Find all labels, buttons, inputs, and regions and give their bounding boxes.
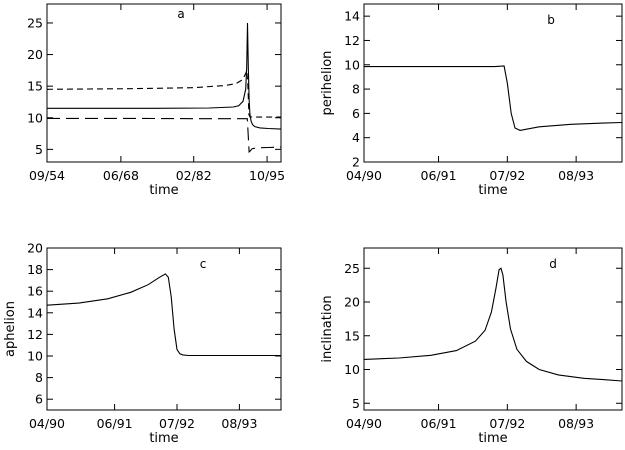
x-tick-label: 08/93 bbox=[221, 416, 257, 431]
y-tick-label: 18 bbox=[27, 262, 43, 277]
y-tick-label: 8 bbox=[35, 370, 43, 385]
y-tick-label: 25 bbox=[344, 261, 360, 276]
panel-b: 2 4 6 8 10 12 14 04/90 06/91 07/92 08/93 time perihe… bbox=[320, 3, 623, 198]
panel-letter: c bbox=[200, 257, 207, 271]
y-tick-label: 6 bbox=[35, 392, 43, 407]
series-line-1-solid bbox=[46, 273, 281, 357]
series-line-1-solid bbox=[363, 267, 623, 382]
y-tick-label: 10 bbox=[27, 110, 43, 125]
series-line-1-solid bbox=[47, 22, 282, 130]
x-tick-label: 04/90 bbox=[346, 168, 382, 183]
x-tick-label: 07/92 bbox=[489, 168, 525, 183]
plot-frame bbox=[46, 3, 282, 163]
x-tick-label: 10/95 bbox=[249, 168, 285, 183]
x-tick-label: 08/93 bbox=[558, 168, 594, 183]
y-tick-label: 20 bbox=[27, 241, 43, 256]
x-tick-label: 06/91 bbox=[421, 168, 457, 183]
y-tick-label: 5 bbox=[352, 396, 360, 411]
y-tick-label: 10 bbox=[344, 362, 360, 377]
y-axis-label: inclination bbox=[320, 295, 335, 362]
x-tick-label: 07/92 bbox=[489, 416, 525, 431]
y-tick-label: 4 bbox=[352, 130, 360, 145]
x-tick-label: 04/90 bbox=[29, 416, 65, 431]
y-tick-label: 6 bbox=[352, 106, 360, 121]
plot-frame bbox=[363, 247, 623, 411]
panel-letter: a bbox=[177, 7, 184, 21]
x-axis-label: time bbox=[478, 183, 507, 198]
plot-frame bbox=[46, 247, 282, 411]
x-tick-label: 06/91 bbox=[421, 416, 457, 431]
y-tick-label: 2 bbox=[352, 155, 360, 170]
series-line-3-long-dash bbox=[47, 117, 282, 153]
y-tick-label: 14 bbox=[27, 305, 43, 320]
plot-frame bbox=[363, 3, 623, 163]
y-tick-label: 12 bbox=[344, 33, 360, 48]
y-tick-label: 10 bbox=[344, 57, 360, 72]
x-tick-label: 02/82 bbox=[176, 168, 212, 183]
x-axis-label: time bbox=[478, 431, 507, 446]
y-tick-label: 15 bbox=[344, 328, 360, 343]
panel-letter: d bbox=[549, 257, 557, 271]
x-axis-label: time bbox=[149, 431, 178, 446]
y-tick-label: 8 bbox=[352, 82, 360, 97]
x-axis-label: time bbox=[149, 183, 178, 198]
y-tick-label: 20 bbox=[344, 295, 360, 310]
y-tick-label: 25 bbox=[27, 15, 43, 30]
y-axis-label: aphelion bbox=[3, 301, 18, 357]
y-tick-label: 14 bbox=[344, 9, 360, 24]
y-tick-label: 12 bbox=[27, 327, 43, 342]
x-tick-label: 08/93 bbox=[558, 416, 594, 431]
panel-c: 6 8 10 12 14 16 18 20 04/90 06/91 07/92 08/93 time ap… bbox=[3, 241, 282, 446]
x-tick-label: 04/90 bbox=[346, 416, 382, 431]
y-tick-label: 20 bbox=[27, 47, 43, 62]
series-line-1-solid bbox=[364, 65, 623, 131]
x-tick-label: 06/91 bbox=[97, 416, 133, 431]
y-tick-label: 5 bbox=[35, 142, 43, 157]
y-tick-label: 15 bbox=[27, 79, 43, 94]
panel-d: 5 10 15 20 25 04/90 06/91 07/92 08/93 time inclina… bbox=[320, 247, 623, 446]
x-tick-label: 09/54 bbox=[29, 168, 65, 183]
y-tick-label: 16 bbox=[27, 284, 43, 299]
x-tick-label: 06/68 bbox=[103, 168, 139, 183]
y-tick-label: 10 bbox=[27, 349, 43, 364]
x-tick-label: 07/92 bbox=[159, 416, 195, 431]
y-axis-label: perihelion bbox=[320, 51, 335, 116]
panel-a: 5 10 15 20 25 09/54 06/68 02/82 10/95 time a bbox=[27, 3, 285, 198]
panel-letter: b bbox=[547, 13, 555, 27]
